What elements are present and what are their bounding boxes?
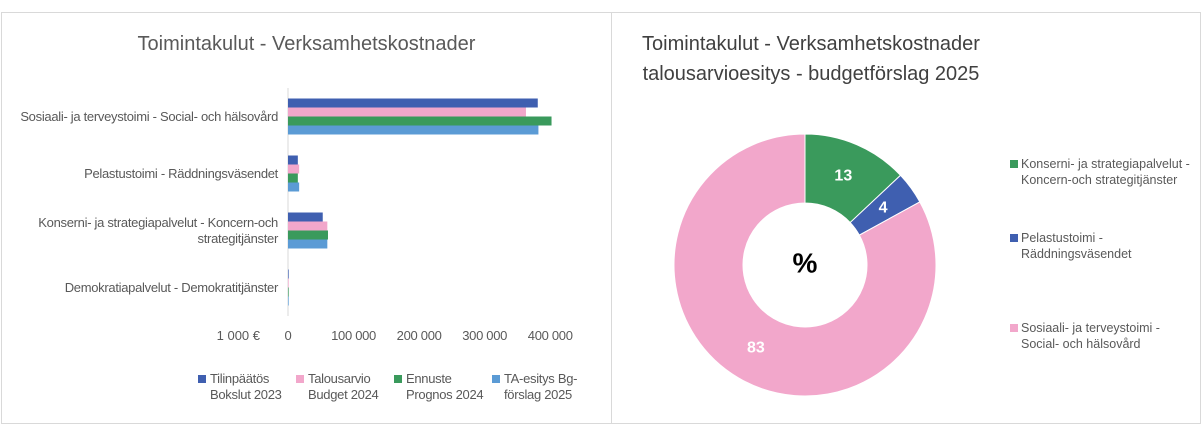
x-axis-label: 1 000 € (216, 328, 260, 343)
chart-title: Toimintakulut - Verksamhetskostnader (137, 33, 476, 55)
bar (288, 182, 300, 192)
bar (288, 239, 328, 249)
center-label: % (793, 247, 818, 278)
bar (288, 212, 323, 222)
data-label: 4 (879, 199, 888, 216)
donut-slice (673, 133, 937, 397)
category-label: Sosiaali- ja terveystoimi - Social- och … (20, 108, 278, 124)
bar (288, 125, 539, 135)
bar (288, 230, 328, 240)
bar (288, 98, 538, 108)
bar (288, 116, 552, 126)
legend-swatch (1010, 234, 1018, 242)
legend-swatch (198, 375, 206, 383)
x-tick-label: 200 000 (396, 328, 442, 343)
category-label: Demokratiapalvelut - Demokratitjänster (64, 279, 279, 295)
legend-label: Sosiaali- ja terveystoimi - Social- och … (1021, 321, 1160, 351)
legend-label: Ennuste Prognos 2024 (406, 371, 484, 402)
legend-label: Tilinpäätös Bokslut 2023 (210, 371, 282, 402)
legend-swatch (296, 375, 304, 383)
x-tick-label: 300 000 (462, 328, 508, 343)
legend-label: Konserni- ja strategiapalvelut - Koncern… (1021, 157, 1190, 187)
legend-item: Tilinpäätös Bokslut 2023 (198, 371, 292, 403)
bar (288, 296, 289, 306)
data-label: 13 (834, 168, 852, 185)
bar (288, 107, 526, 117)
legend-label: Talousarvio Budget 2024 (308, 371, 379, 402)
category-label: Pelastustoimi - Räddningsväsendet (84, 165, 278, 181)
legend-swatch (1010, 324, 1018, 332)
category-label: Konserni- ja strategiapalvelut - Koncern… (38, 214, 278, 246)
legend-label: Pelastustoimi - Räddningsväsendet (1021, 231, 1132, 261)
chart-subtitle: talousarvioesitys - budgetförslag 2025 (642, 63, 980, 85)
chart-title: Toimintakulut - Verksamhetskostnader (642, 33, 980, 55)
legend-swatch (1010, 160, 1018, 168)
bar (288, 269, 289, 279)
x-tick-label: 400 000 (527, 328, 573, 343)
x-tick-label: 100 000 (331, 328, 376, 343)
legend-swatch (394, 375, 402, 383)
legend-item: TA-esitys Bg-förslag 2025 (492, 371, 602, 403)
x-tick-label: 0 (284, 328, 292, 343)
legend-label: TA-esitys Bg-förslag 2025 (504, 371, 578, 402)
bar (288, 173, 298, 183)
legend-swatch (492, 375, 500, 383)
legend-item: Talousarvio Budget 2024 (296, 371, 390, 403)
legend: Tilinpäätös Bokslut 2023 Talousarvio Budg… (198, 371, 602, 403)
bar (288, 287, 289, 297)
bar (288, 164, 300, 174)
legend-item: Ennuste Prognos 2024 (394, 371, 488, 403)
bar (288, 278, 289, 288)
data-label: 83 (747, 339, 765, 356)
bar (288, 221, 328, 231)
bar (288, 155, 298, 165)
